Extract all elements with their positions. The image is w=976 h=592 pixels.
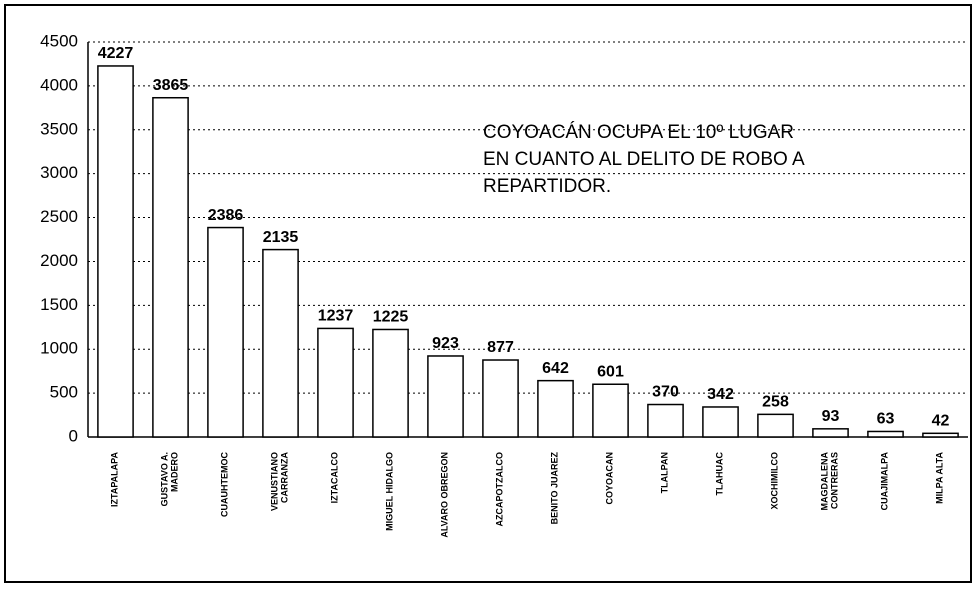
bar	[867, 430, 904, 438]
y-tick-label: 0	[69, 426, 78, 445]
bar	[702, 406, 739, 438]
bar	[812, 428, 849, 438]
annotation: EN CUANTO AL DELITO DE ROBO A	[483, 149, 805, 170]
y-tick-label: 4500	[40, 31, 78, 50]
value-label: 3865	[153, 77, 189, 94]
x-tick-label: CUAJIMALPA	[880, 452, 890, 511]
x-tick-label: IZTAPALAPA	[110, 452, 120, 507]
x-tick-label: AZCAPOTZALCO	[495, 452, 505, 527]
bar	[372, 328, 409, 438]
annotation: REPARTIDOR.	[483, 176, 611, 197]
bar	[207, 226, 244, 438]
value-label: 923	[432, 335, 459, 352]
bar	[317, 327, 354, 438]
y-tick-label: 1500	[40, 295, 78, 314]
x-tick-label: TLAHUAC	[715, 452, 725, 496]
bar	[592, 383, 629, 438]
y-tick-label: 4000	[40, 75, 78, 94]
bar	[262, 248, 299, 438]
x-tick-label: VENUSTIANOCARRANZA	[270, 452, 290, 512]
y-tick-label: 1000	[40, 339, 78, 358]
value-label: 1237	[318, 308, 354, 325]
value-label: 601	[597, 363, 624, 380]
x-tick-label: BENITO JUAREZ	[550, 451, 560, 524]
x-tick-label: COYOACAN	[605, 452, 615, 505]
value-label: 2386	[208, 207, 244, 224]
value-label: 1225	[373, 309, 409, 326]
bar	[482, 359, 519, 438]
y-tick-label: 2500	[40, 207, 78, 226]
bar	[427, 355, 464, 438]
value-label: 877	[487, 339, 514, 356]
x-tick-label: MAGDALENACONTRERAS	[820, 452, 840, 511]
value-label: 258	[762, 394, 789, 411]
x-tick-label: MILPA ALTA	[935, 452, 945, 504]
x-tick-label: GUSTAVO A.MADERO	[160, 452, 180, 506]
x-tick-label: TLALPAN	[660, 452, 670, 493]
x-tick-label: XOCHIMILCO	[770, 452, 780, 510]
y-tick-label: 500	[50, 383, 78, 402]
bar	[152, 96, 189, 438]
bar	[647, 403, 684, 438]
value-label: 4227	[98, 45, 134, 62]
value-label: 370	[652, 384, 679, 401]
bar	[537, 379, 574, 438]
y-tick-label: 3500	[40, 119, 78, 138]
value-label: 42	[932, 413, 950, 430]
x-tick-label: MIGUEL HIDALGO	[385, 452, 395, 531]
value-label: 63	[877, 411, 895, 428]
x-tick-label: CUAUHTEMOC	[220, 452, 230, 517]
annotation: COYOACÁN OCUPA EL 10º LUGAR	[483, 122, 794, 143]
y-tick-label: 3000	[40, 163, 78, 182]
x-tick-label: IZTACALCO	[330, 452, 340, 503]
value-label: 93	[822, 408, 840, 425]
frame	[4, 4, 972, 583]
x-tick-label: ALVARO OBREGON	[440, 452, 450, 538]
value-label: 2135	[263, 229, 299, 246]
bar	[97, 65, 134, 438]
value-label: 642	[542, 360, 569, 377]
bar	[922, 432, 959, 438]
value-label: 342	[707, 386, 734, 403]
y-tick-label: 2000	[40, 251, 78, 270]
bar	[757, 413, 794, 438]
